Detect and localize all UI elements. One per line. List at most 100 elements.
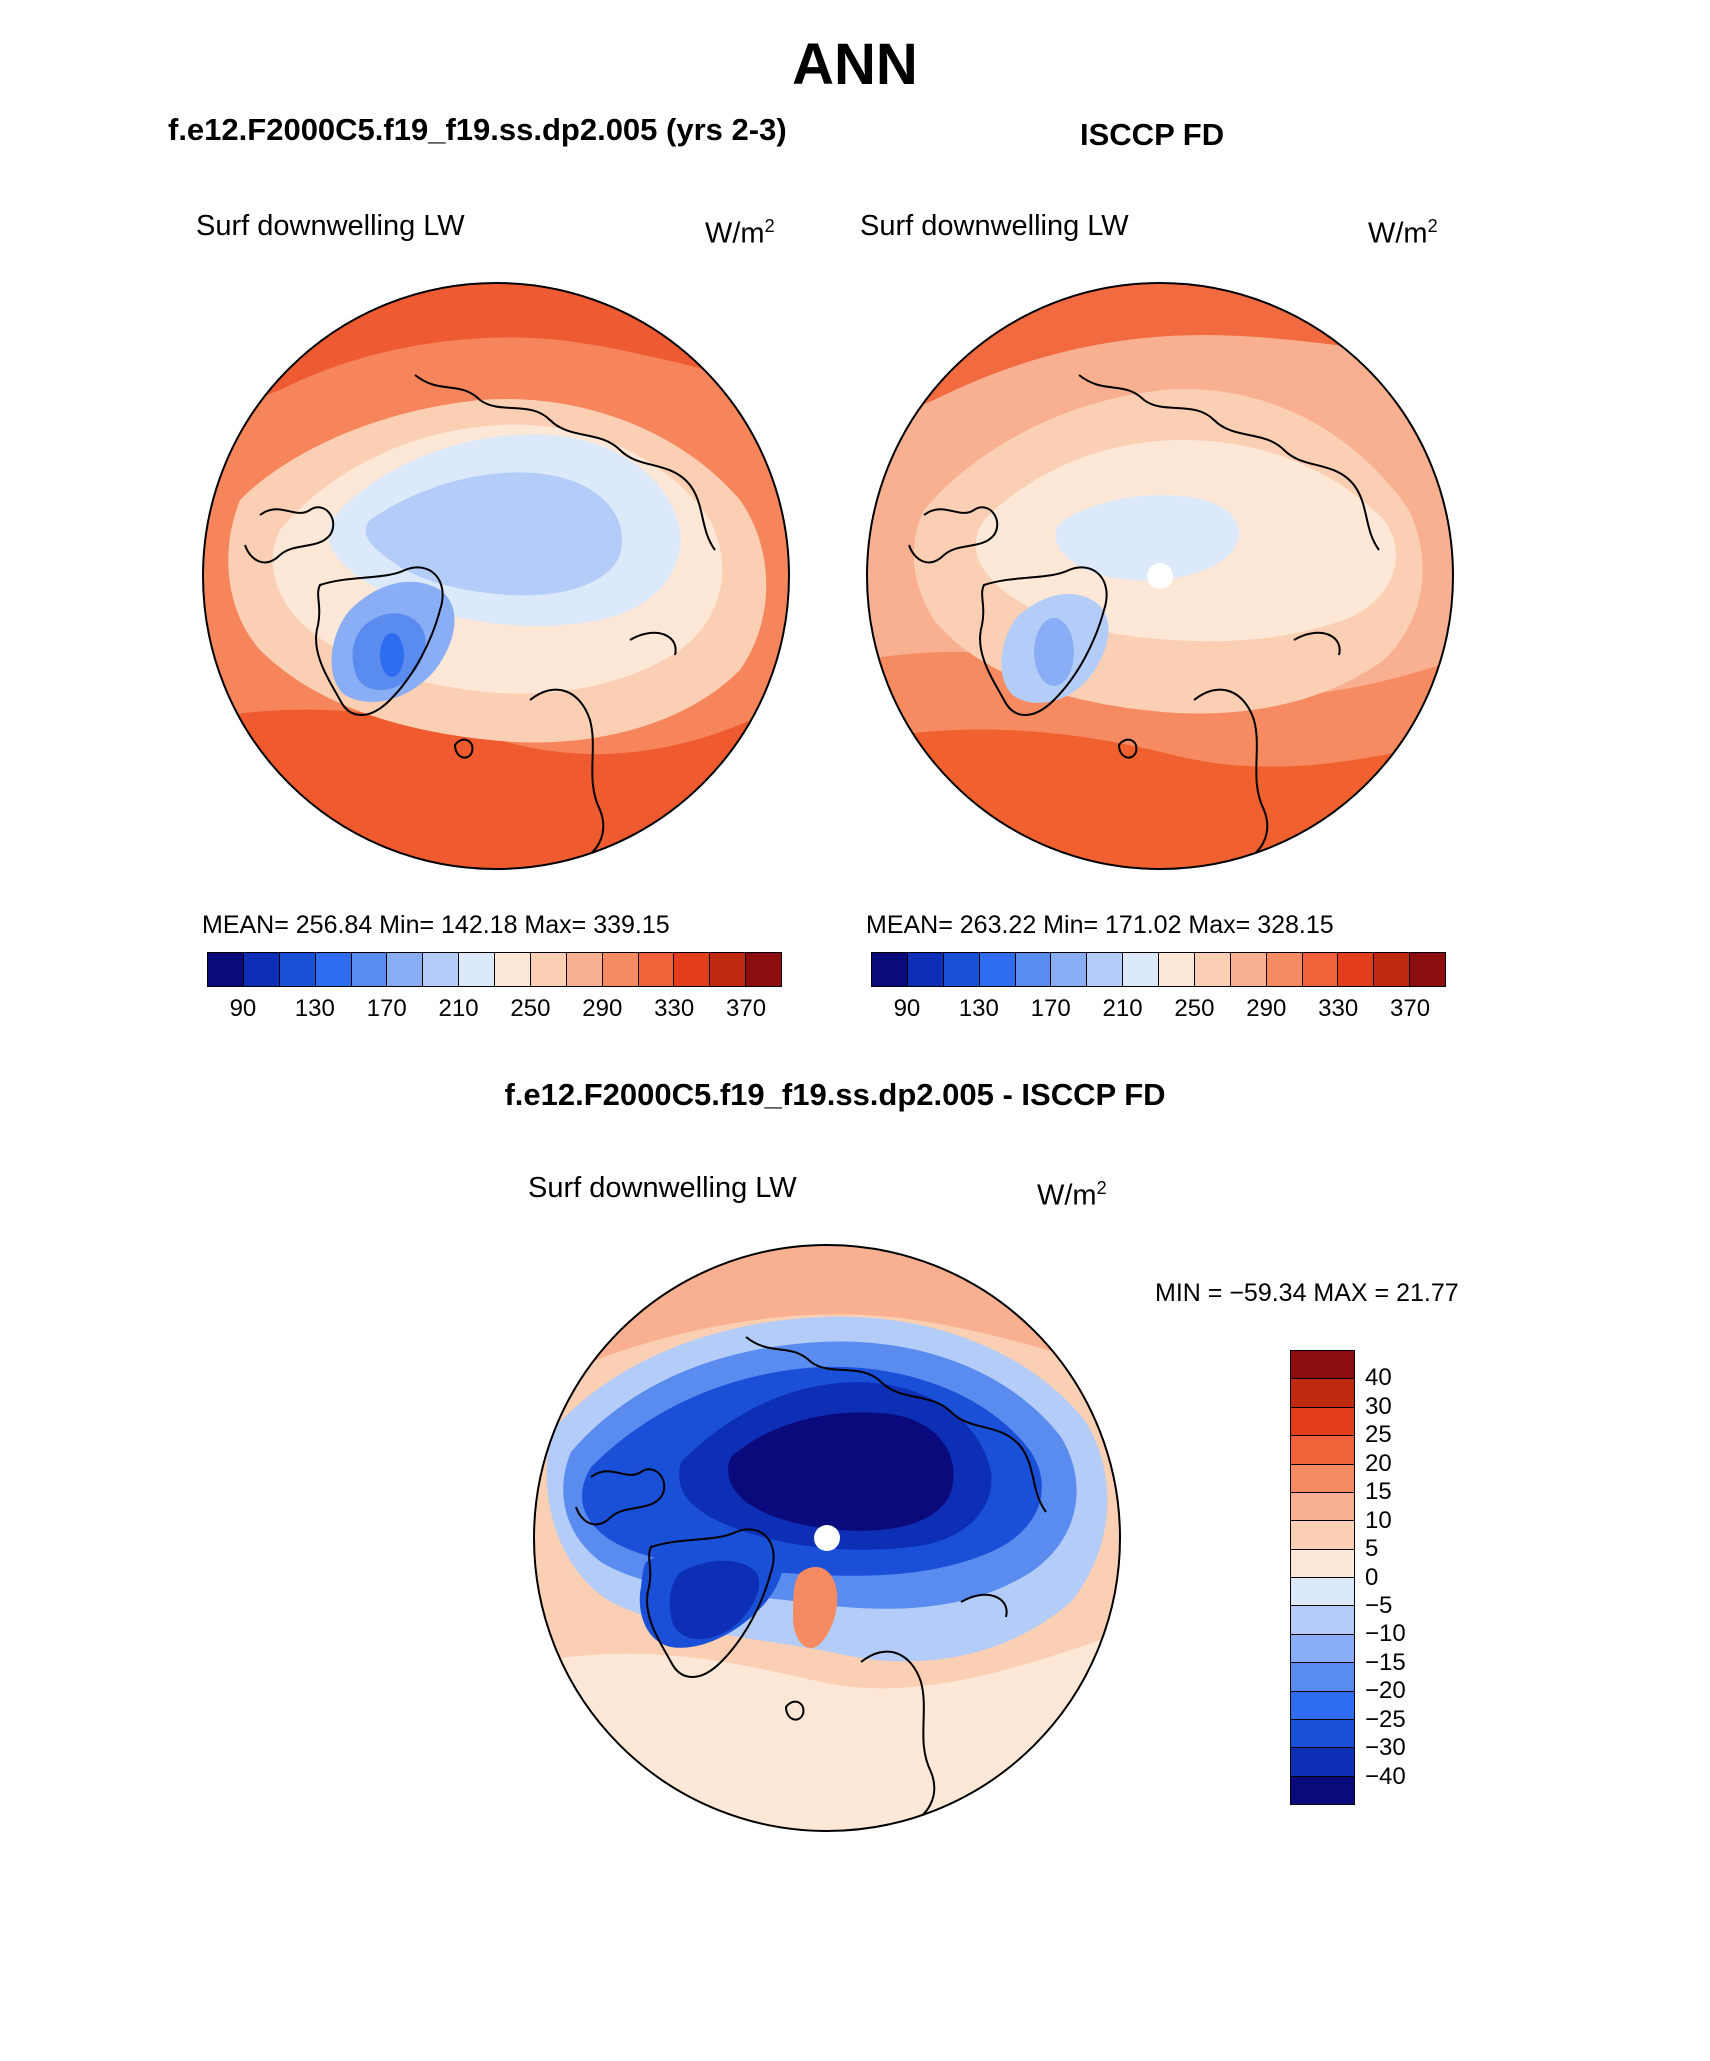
- panel2-variable-label: Surf downwelling LW: [860, 210, 1129, 242]
- panel1-map-boundary: [202, 282, 790, 870]
- panel3-colorbar-tick-label: −15: [1365, 1648, 1406, 1676]
- panel1-colorbar-swatch: [242, 953, 279, 986]
- panel3-colorbar-swatch: [1291, 1435, 1354, 1464]
- panel1-variable-label: Surf downwelling LW: [196, 210, 465, 242]
- panel1-colorbar-tick-label: 250: [510, 995, 551, 1022]
- panel3-colorbar-tick-label: 5: [1365, 1535, 1379, 1563]
- panel1-colorbar-tick-label: 130: [294, 995, 335, 1022]
- panel1-colorbar-tick-label: 330: [654, 995, 695, 1022]
- panel1-colorbar-swatch: [745, 953, 781, 986]
- panel3-colorbar-tick-label: −20: [1365, 1677, 1406, 1705]
- panel2-map-boundary: [866, 282, 1454, 870]
- panel2-colorbar-swatch: [1086, 953, 1123, 986]
- panel3-field-light-bottom: [534, 1632, 1120, 1831]
- panel1-colorbar-tick-label: 290: [582, 995, 623, 1022]
- panel2-case-title: ISCCP FD: [1080, 117, 1225, 152]
- panel3-colorbar-ticks: 40 30 25 20 15 10 5 0 −5 −10 −15 −20 −25 −30 −40: [1365, 1350, 1455, 1805]
- panel2-colorbar-swatch: [872, 953, 907, 986]
- panel1-colorbar-swatch: [350, 953, 387, 986]
- panel3-colorbar: [1290, 1350, 1355, 1805]
- panel2-colorbar-swatch: [1014, 953, 1051, 986]
- panel3-colorbar-tick-label: −25: [1365, 1705, 1406, 1733]
- panel3-colorbar-tick-label: −5: [1365, 1591, 1393, 1619]
- panel1-case-title: f.e12.F2000C5.f19_f19.ss.dp2.005 (yrs 2-…: [168, 112, 787, 147]
- panel1-colorbar-tick-label: 370: [726, 995, 767, 1022]
- panel3-pole-missing: [814, 1525, 840, 1551]
- panel3-colorbar-swatch: [1291, 1633, 1354, 1663]
- panel1-colorbar-swatch: [673, 953, 710, 986]
- panel3-field-cool-core: [728, 1412, 954, 1531]
- panel2-coastlines: [908, 374, 1380, 861]
- panel3-colorbar-swatch: [1291, 1491, 1354, 1521]
- panel3-colorbar-swatch: [1291, 1406, 1354, 1436]
- panel1-colorbar-tick-label: 90: [229, 995, 257, 1022]
- panel2-colorbar-swatch: [1050, 953, 1087, 986]
- panel3-map-boundary: [533, 1244, 1121, 1832]
- panel3-colorbar-tick-label: 15: [1365, 1478, 1392, 1506]
- panel2-colorbar-swatch: [1301, 953, 1338, 986]
- panel2-colorbar-tick-label: 370: [1390, 995, 1431, 1022]
- panel3-colorbar-swatch: [1291, 1718, 1354, 1748]
- panel2-colorbar-swatch: [942, 953, 979, 986]
- panel1-colorbar-swatch: [458, 953, 494, 986]
- panel1-colorbar-swatch: [529, 953, 566, 986]
- panel2-field-greenland-2: [1034, 618, 1074, 686]
- panel3-colorbar-tick-label: 20: [1365, 1449, 1392, 1477]
- panel2-colorbar-ticks: 90 130 170 210 250 290 330 370: [871, 995, 1446, 1025]
- panel2-colorbar-swatch: [1409, 953, 1445, 986]
- panel2-field-cool-1: [1055, 495, 1240, 581]
- panel2-colorbar-tick-label: 210: [1102, 995, 1143, 1022]
- panel3-stats: MIN = −59.34 MAX = 21.77: [1155, 1279, 1459, 1307]
- panel3-units: W/m2: [1037, 1178, 1107, 1212]
- panel1-field-cool-2: [365, 472, 623, 596]
- panel2-stats: MEAN= 263.22 Min= 171.02 Max= 328.15: [866, 911, 1334, 939]
- panel3-field-greenland-2: [669, 1560, 760, 1640]
- panel3-colorbar-tick-label: 40: [1365, 1364, 1392, 1392]
- panel1-colorbar: [207, 952, 782, 987]
- panel1-colorbar-swatch: [386, 953, 423, 986]
- panel1-colorbar-swatch: [709, 953, 746, 986]
- figure-title: ANN: [792, 32, 918, 97]
- panel2-colorbar-swatch: [1337, 953, 1374, 986]
- panel1-colorbar-tick-label: 170: [366, 995, 407, 1022]
- panel2-colorbar-tick-label: 170: [1030, 995, 1071, 1022]
- panel1-stats: MEAN= 256.84 Min= 142.18 Max= 339.15: [202, 911, 670, 939]
- panel1-colorbar-swatch: [422, 953, 459, 986]
- panel3-colorbar-swatch: [1291, 1378, 1354, 1407]
- panel1-coastlines: [244, 374, 716, 861]
- panel3-colorbar-swatch: [1291, 1548, 1354, 1577]
- panel2-colorbar-swatch: [1158, 953, 1194, 986]
- panel2-colorbar-tick-label: 290: [1246, 995, 1287, 1022]
- panel3-colorbar-swatch: [1291, 1463, 1354, 1492]
- panel2-colorbar-tick-label: 130: [958, 995, 999, 1022]
- panel3-colorbar-swatch: [1291, 1662, 1354, 1691]
- panel3-colorbar-swatch: [1291, 1747, 1354, 1776]
- panel2-polar-map: [866, 282, 1454, 870]
- panel1-colorbar-swatch: [208, 953, 243, 986]
- panel2-colorbar-swatch: [1122, 953, 1158, 986]
- panel1-field-greenland-core: [380, 633, 404, 677]
- panel2-units: W/m2: [1368, 216, 1438, 250]
- panel3-colorbar-swatch: [1291, 1520, 1354, 1549]
- panel1-colorbar-swatch: [494, 953, 530, 986]
- panel3-colorbar-swatch: [1291, 1577, 1354, 1606]
- panel3-colorbar-swatch: [1291, 1351, 1354, 1379]
- panel3-colorbar-tick-label: −40: [1365, 1762, 1406, 1790]
- panel2-colorbar-swatch: [1229, 953, 1266, 986]
- panel3-case-title: f.e12.F2000C5.f19_f19.ss.dp2.005 - ISCCP…: [504, 1077, 1166, 1112]
- panel3-coastlines: [575, 1336, 1047, 1823]
- panel1-colorbar-swatch: [637, 953, 674, 986]
- panel2-colorbar-tick-label: 90: [893, 995, 921, 1022]
- panel2-colorbar-swatch: [906, 953, 943, 986]
- panel1-units: W/m2: [705, 216, 775, 250]
- panel3-colorbar-swatch: [1291, 1775, 1354, 1804]
- panel2-colorbar-swatch: [1265, 953, 1302, 986]
- panel3-polar-map: [533, 1244, 1121, 1832]
- panel3-field-warm-patch: [793, 1567, 838, 1648]
- panel1-colorbar-tick-label: 210: [438, 995, 479, 1022]
- panel2-colorbar-swatch: [1193, 953, 1230, 986]
- panel3-colorbar-swatch: [1291, 1605, 1354, 1634]
- panel2-pole-missing: [1147, 563, 1173, 589]
- panel3-colorbar-tick-label: −30: [1365, 1734, 1406, 1762]
- panel3-colorbar-tick-label: −10: [1365, 1620, 1406, 1648]
